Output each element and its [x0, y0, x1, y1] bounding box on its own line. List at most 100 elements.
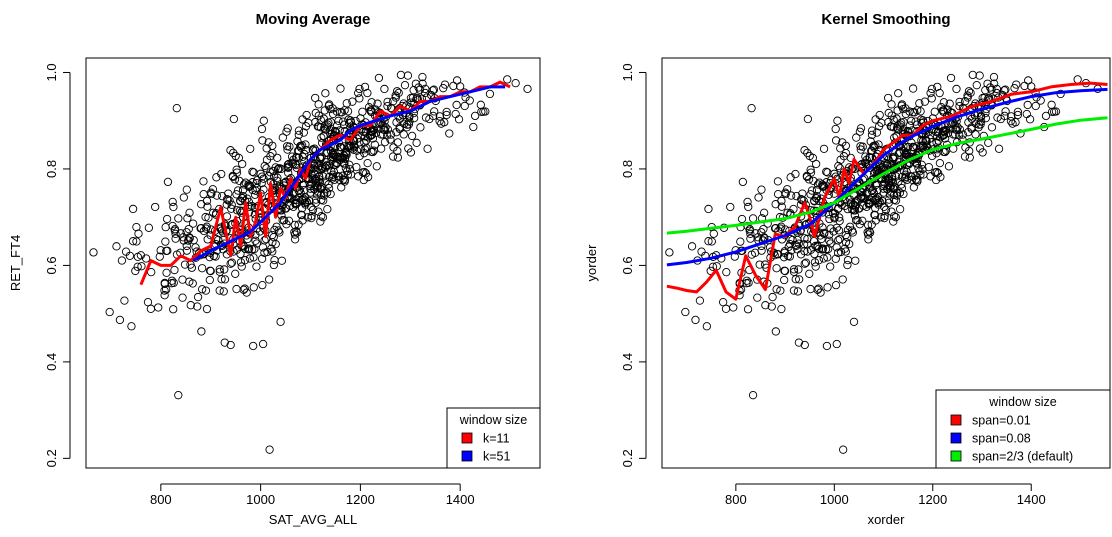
data-point: [228, 171, 237, 181]
data-point: [320, 125, 330, 134]
data-point: [894, 148, 904, 158]
data-point: [789, 265, 799, 274]
data-point: [839, 445, 848, 454]
data-point: [771, 200, 780, 209]
data-point: [780, 266, 789, 275]
data-point: [307, 211, 316, 221]
data-point: [323, 205, 332, 214]
data-point: [215, 265, 224, 274]
x-tick-label: 1200: [346, 492, 375, 507]
data-point: [136, 251, 146, 260]
data-point: [412, 94, 421, 103]
data-point: [913, 106, 922, 115]
data-point: [137, 262, 146, 271]
data-point: [429, 111, 438, 121]
data-point: [386, 130, 396, 139]
data-point: [971, 119, 981, 128]
data-point: [867, 130, 877, 140]
data-point: [899, 189, 908, 199]
data-point: [1006, 117, 1016, 126]
data-point: [470, 111, 480, 121]
data-point: [894, 140, 904, 149]
data-point: [884, 198, 893, 208]
data-point: [793, 245, 802, 254]
data-point: [1047, 100, 1056, 109]
data-point: [949, 130, 958, 139]
data-point: [242, 288, 251, 297]
data-point: [872, 128, 882, 137]
data-point: [328, 148, 338, 157]
data-point: [786, 173, 795, 182]
data-point: [264, 138, 273, 147]
data-point: [362, 143, 371, 153]
data-point: [801, 258, 811, 267]
data-point: [222, 194, 232, 204]
data-point: [318, 213, 328, 222]
data-point: [189, 236, 198, 245]
data-point: [925, 134, 934, 143]
data-point: [372, 162, 381, 171]
y-tick-label: 0.4: [44, 353, 59, 371]
data-point: [279, 179, 289, 188]
data-point: [822, 341, 832, 351]
data-point: [797, 194, 806, 204]
data-point: [1036, 96, 1045, 105]
data-point: [220, 275, 230, 284]
data-point: [392, 118, 401, 127]
data-point: [363, 158, 372, 168]
data-point: [826, 224, 835, 233]
x-tick-label: 1000: [246, 492, 275, 507]
data-point: [838, 275, 847, 284]
data-point: [863, 228, 872, 237]
data-point: [899, 147, 908, 156]
data-point: [326, 189, 335, 199]
data-point: [258, 136, 267, 145]
data-point: [416, 123, 425, 132]
data-point: [232, 206, 242, 215]
data-point: [404, 120, 413, 129]
data-point: [185, 234, 194, 243]
data-point: [292, 227, 301, 236]
x-tick-label: 1400: [1017, 492, 1046, 507]
data-point: [897, 100, 907, 109]
data-point: [972, 81, 981, 90]
data-point: [238, 192, 248, 201]
data-point: [297, 204, 307, 213]
data-point: [310, 184, 319, 194]
data-point: [332, 107, 341, 116]
data-point: [905, 121, 914, 130]
data-point: [665, 248, 674, 257]
y-axis-label: RET_FT4: [8, 235, 23, 291]
data-point: [892, 191, 902, 200]
data-point: [867, 126, 877, 135]
data-point: [336, 84, 345, 93]
data-point: [452, 76, 462, 85]
data-point: [316, 115, 325, 124]
data-point: [811, 262, 820, 271]
data-point: [987, 123, 997, 132]
data-point: [859, 201, 868, 211]
data-point: [428, 86, 437, 95]
data-point: [241, 178, 250, 187]
data-point: [955, 97, 964, 106]
data-point: [888, 153, 897, 162]
data-point: [805, 269, 814, 278]
data-point: [151, 202, 160, 212]
data-point: [840, 201, 849, 211]
data-point: [169, 202, 178, 212]
data-point: [380, 137, 390, 147]
data-point: [170, 265, 179, 275]
data-point: [297, 210, 307, 220]
data-point: [287, 152, 297, 161]
data-point: [835, 234, 844, 244]
data-point: [704, 204, 713, 214]
data-point: [393, 153, 403, 162]
data-point: [848, 200, 858, 209]
data-point: [759, 224, 768, 234]
data-point: [787, 246, 796, 255]
data-point: [903, 175, 912, 185]
data-point: [836, 144, 845, 153]
data-point: [780, 275, 789, 285]
data-point: [395, 124, 404, 134]
data-point: [771, 327, 781, 336]
